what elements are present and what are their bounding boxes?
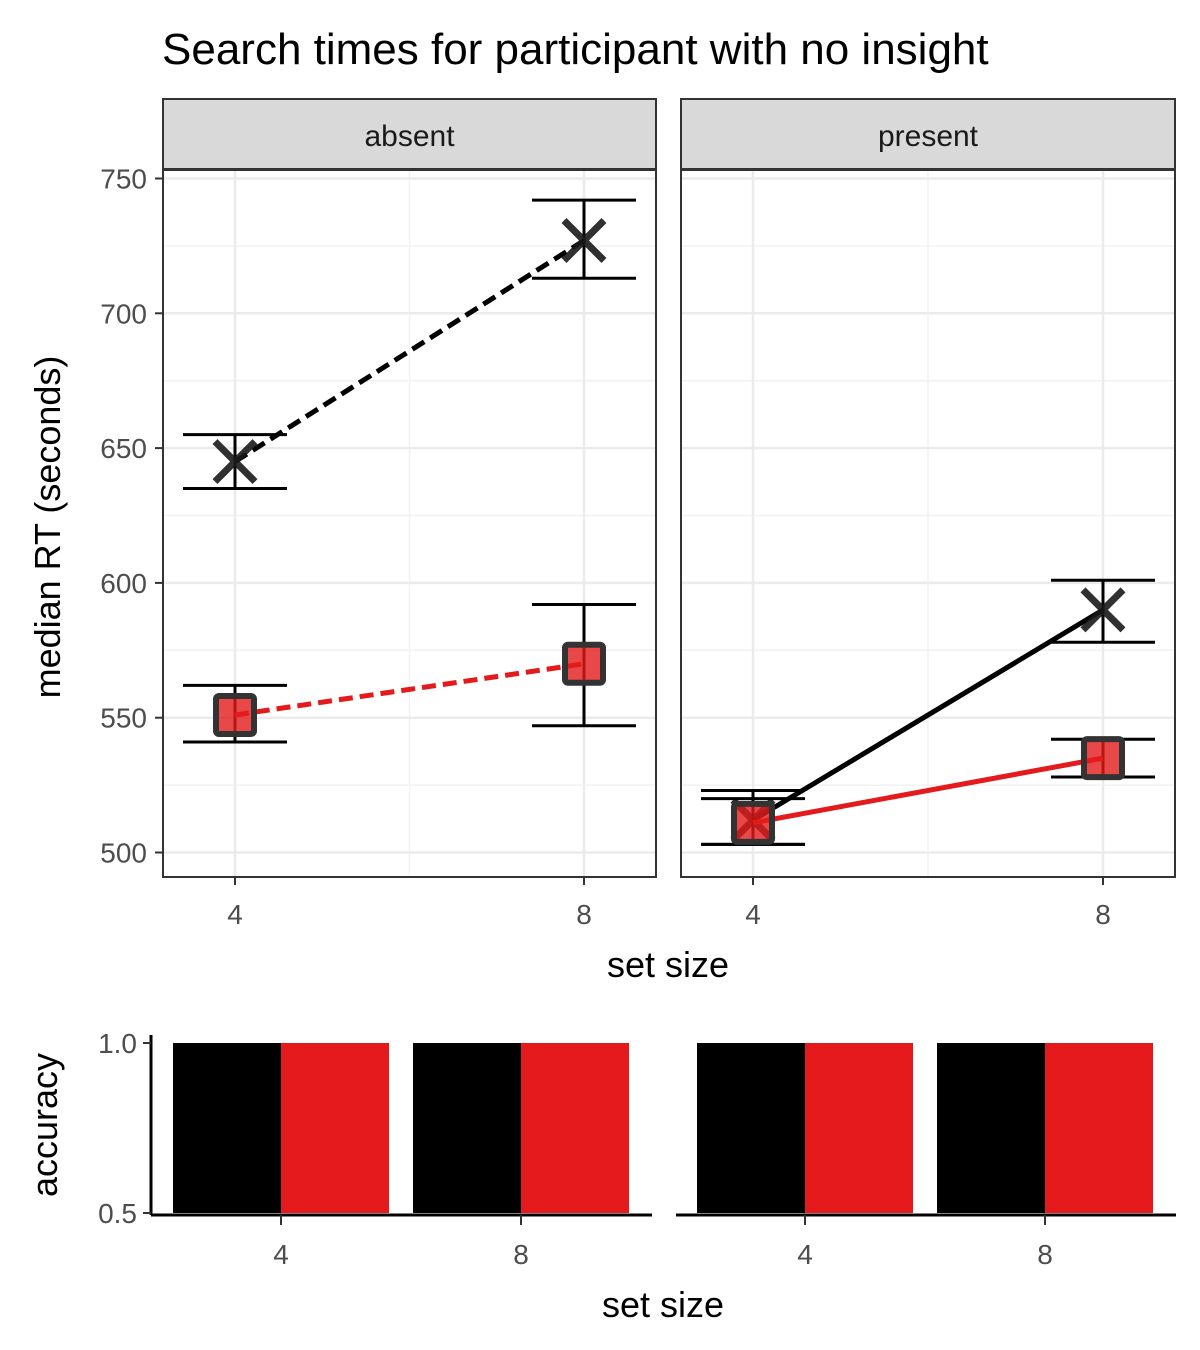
accuracy-bar	[413, 1043, 521, 1213]
facet-strip	[680, 98, 1176, 170]
accuracy-panels: 4 8 4 80.51.0	[98, 1028, 1176, 1270]
series-line	[234, 661, 585, 718]
accuracy-bar	[521, 1043, 629, 1213]
x-tick-label: 8	[576, 899, 592, 930]
y-tick-label: 0.5	[98, 1198, 137, 1229]
x-tick-label: 8	[513, 1239, 529, 1270]
rt-y-axis: 500 550 600 650 700 750	[100, 164, 163, 869]
series-red-square	[183, 602, 636, 744]
accuracy-bar	[805, 1043, 913, 1213]
accuracy-bar	[937, 1043, 1045, 1213]
x-tick-label: 4	[797, 1239, 813, 1270]
facet-label: absent	[364, 120, 455, 153]
facet-strip	[162, 98, 657, 170]
y-tick-label: 1.0	[98, 1028, 137, 1059]
accuracy-bar	[1045, 1043, 1153, 1213]
accuracy-y-axis: 0.5 1.0	[98, 1028, 153, 1229]
chart-title: Search times for participant with no ins…	[162, 25, 989, 74]
panel-border	[680, 169, 1176, 878]
y-tick-label: 500	[100, 838, 147, 869]
accuracy-bar	[697, 1043, 805, 1213]
rt-x-axis-title: set size	[607, 944, 729, 985]
point-marker-square	[562, 641, 606, 686]
point-marker-square	[1081, 736, 1125, 781]
accuracy-bar	[281, 1043, 389, 1213]
facet-panel-present: present 4 8	[680, 98, 1176, 930]
x-tick-label: 8	[1037, 1239, 1053, 1270]
series-black-x	[183, 198, 636, 491]
accuracy-y-axis-title: accuracy	[24, 1053, 65, 1197]
y-tick-label: 600	[100, 568, 147, 599]
point-marker-x	[212, 439, 258, 485]
marker-stroke	[1080, 587, 1126, 633]
series-line	[233, 238, 586, 464]
x-tick-label: 4	[745, 899, 761, 930]
accuracy-bar	[173, 1043, 281, 1213]
y-tick-label: 750	[100, 164, 147, 195]
y-tick-label: 700	[100, 298, 147, 329]
point-marker-x	[561, 218, 607, 263]
facet-label: present	[878, 120, 979, 153]
y-tick-label: 550	[100, 703, 147, 734]
rt-y-axis-title: median RT (seconds)	[27, 356, 68, 699]
rt-panels: absent 4 8 present 4 8 500 550 600 650 700 750	[100, 98, 1176, 930]
series-line	[752, 755, 1104, 826]
x-tick-label: 4	[227, 899, 243, 930]
point-marker-square	[731, 800, 775, 845]
series-line	[751, 607, 1105, 823]
series-red-square	[701, 736, 1155, 846]
x-tick-label: 8	[1095, 899, 1111, 930]
point-marker-square	[213, 693, 257, 738]
y-tick-label: 650	[100, 433, 147, 464]
point-marker-x	[1080, 587, 1126, 633]
marker-stroke	[212, 439, 258, 485]
x-tick-label: 4	[273, 1239, 289, 1270]
marker-stroke	[561, 218, 607, 263]
accuracy-x-axis-title: set size	[602, 1284, 724, 1325]
panel-border	[162, 169, 657, 878]
facet-panel-absent: absent 4 8	[162, 98, 657, 930]
